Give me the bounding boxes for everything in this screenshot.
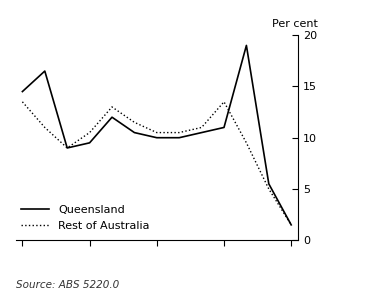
Queensland [221,126,226,129]
Text: Per cent: Per cent [272,19,318,29]
Line: Queensland: Queensland [22,45,291,225]
Rest of Australia [199,126,204,129]
Queensland [42,69,47,73]
Rest of Australia [154,131,159,134]
Rest of Australia [289,223,294,227]
Rest of Australia [87,131,92,134]
Rest of Australia [132,121,137,124]
Rest of Australia [177,131,181,134]
Queensland [87,141,92,145]
Queensland [177,136,181,139]
Queensland [267,182,271,186]
Rest of Australia [42,126,47,129]
Line: Rest of Australia: Rest of Australia [22,102,291,225]
Queensland [132,131,137,134]
Rest of Australia [267,187,271,191]
Rest of Australia [244,141,249,145]
Queensland [154,136,159,139]
Text: Source: ABS 5220.0: Source: ABS 5220.0 [16,280,119,290]
Queensland [65,146,69,150]
Queensland [244,44,249,47]
Rest of Australia [20,100,25,104]
Rest of Australia [65,146,69,150]
Queensland [199,131,204,134]
Legend: Queensland, Rest of Australia: Queensland, Rest of Australia [21,205,149,231]
Queensland [110,115,114,119]
Rest of Australia [110,105,114,109]
Queensland [20,90,25,93]
Queensland [289,223,294,227]
Rest of Australia [221,100,226,104]
